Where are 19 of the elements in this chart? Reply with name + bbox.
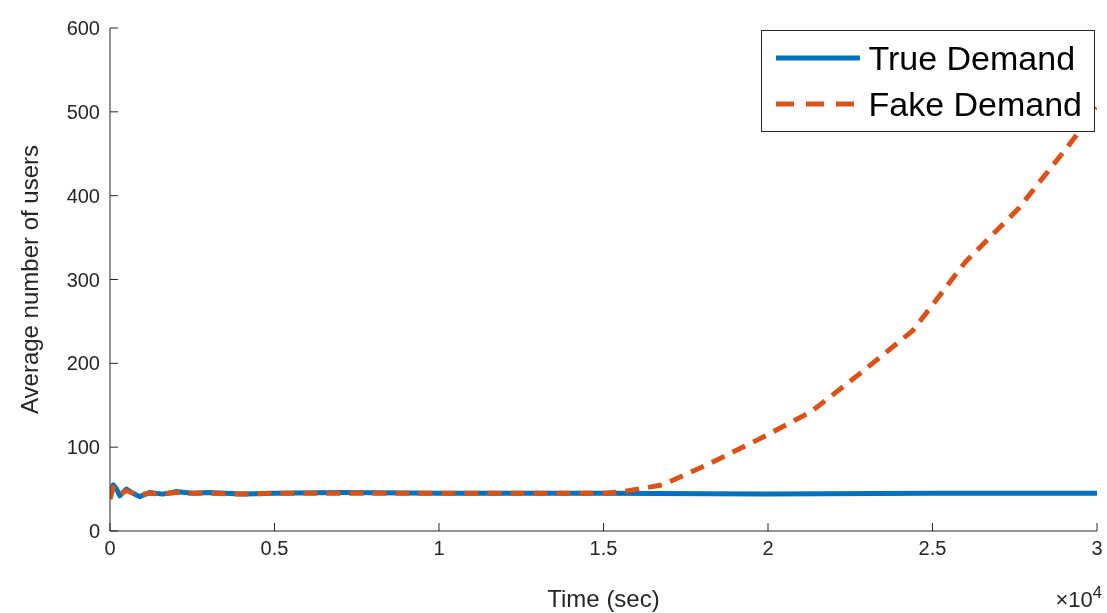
- x-tick-label: 2: [762, 537, 774, 560]
- text: ×10$^{4}$: [1055, 583, 1102, 612]
- x-tick-label: 1: [433, 537, 445, 560]
- legend-label: True Demand: [868, 38, 1076, 78]
- x-tick-label: 0: [104, 537, 116, 560]
- y-tick-label: 200: [66, 352, 100, 375]
- x-tick-label: 1.5: [589, 537, 618, 560]
- x-tick-label: 2.5: [918, 537, 947, 560]
- y-tick-label: 300: [66, 268, 100, 291]
- y-axis-title: Average number of users: [16, 144, 43, 415]
- y-tick-label: 0: [88, 520, 100, 543]
- x-axis-title: Time (sec): [547, 585, 660, 612]
- x-tick-label: 3: [1091, 537, 1103, 560]
- legend-label: Fake Demand: [868, 84, 1082, 124]
- y-tick-label: 600: [66, 17, 100, 40]
- y-tick-label: 400: [66, 184, 100, 207]
- x-tick-label: 0.5: [260, 537, 289, 560]
- y-tick-label: 500: [66, 100, 100, 123]
- y-tick-label: 100: [66, 436, 100, 459]
